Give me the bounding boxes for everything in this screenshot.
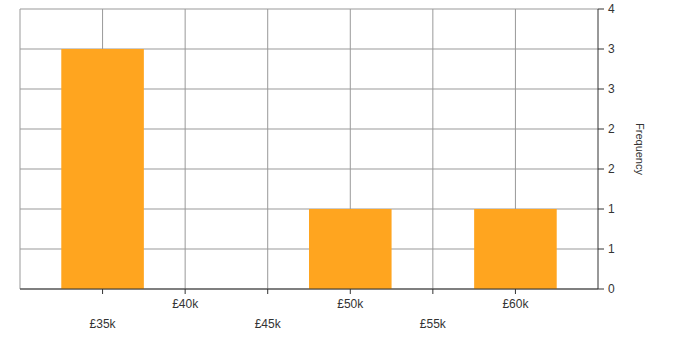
y-tick	[598, 209, 604, 210]
x-range-start	[20, 9, 21, 289]
y-tick-label: 3	[608, 82, 615, 96]
y-axis-line	[598, 9, 599, 289]
x-grid-line	[185, 9, 186, 289]
y-grid-line	[20, 289, 598, 290]
x-tick	[185, 289, 186, 294]
x-tick-label: £40k	[172, 297, 199, 311]
y-tick	[598, 89, 604, 90]
y-tick	[598, 9, 604, 10]
bar	[474, 209, 557, 289]
y-tick-label: 2	[608, 122, 615, 136]
y-tick	[598, 289, 604, 290]
y-tick	[598, 249, 604, 250]
x-tick-label: £45k	[255, 317, 282, 331]
x-tick-label: £50k	[337, 297, 364, 311]
x-tick	[350, 289, 351, 294]
x-tick-label: £55k	[420, 317, 447, 331]
y-tick-label: 1	[608, 242, 615, 256]
y-tick	[598, 129, 604, 130]
y-tick-label: 4	[608, 2, 615, 16]
y-tick-label: 3	[608, 42, 615, 56]
bars	[61, 49, 556, 289]
y-axis-label: Frequency	[634, 123, 646, 175]
x-tick	[267, 289, 268, 294]
x-tick	[432, 289, 433, 294]
x-tick-label: £35k	[90, 317, 117, 331]
y-tick	[598, 49, 604, 50]
y-tick-label: 1	[608, 202, 615, 216]
chart: £35k £40k £45k £50k £55k £60k 0 1 1 2 2 3 3 4 Frequenc…	[0, 0, 700, 350]
x-tick-label: £60k	[502, 297, 529, 311]
bar	[61, 49, 144, 289]
y-tick	[598, 169, 604, 170]
x-grid-line	[432, 9, 433, 289]
y-tick-label: 2	[608, 162, 615, 176]
y-grid-line	[20, 9, 598, 10]
x-grid-line	[267, 9, 268, 289]
x-axis-line	[20, 289, 598, 290]
y-tick-label: 0	[608, 282, 615, 296]
x-tick	[515, 289, 516, 294]
bar	[309, 209, 392, 289]
x-tick	[102, 289, 103, 294]
